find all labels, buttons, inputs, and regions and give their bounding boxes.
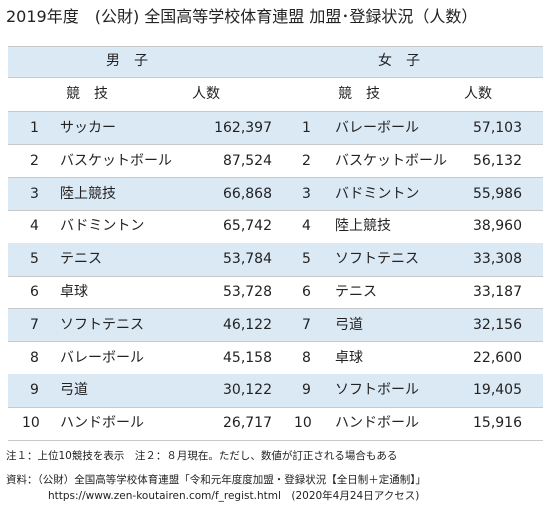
count: 53,728 [223, 284, 272, 300]
rank: 2 [30, 152, 39, 169]
sport: ソフトテニス [335, 251, 419, 268]
row-band [8, 243, 543, 276]
rule [8, 144, 543, 146]
sport: 卓球 [60, 284, 88, 300]
count: 87,524 [223, 152, 272, 169]
count: 15,916 [473, 415, 522, 432]
count: 32,156 [473, 316, 522, 333]
sport: バスケットボール [60, 152, 172, 169]
rank: 7 [30, 316, 39, 333]
count: 33,187 [473, 284, 522, 300]
sport: ハンドボール [335, 415, 419, 432]
count: 45,158 [223, 349, 272, 366]
rank: 7 [302, 316, 311, 333]
rule [8, 111, 543, 112]
rule [8, 439, 543, 441]
sport: ハンドボール [60, 415, 144, 432]
rank: 3 [30, 185, 39, 202]
rank: 1 [302, 120, 311, 136]
sport: 卓球 [335, 349, 363, 366]
row-band [8, 177, 543, 211]
rank: 5 [30, 251, 39, 268]
rank: 3 [302, 185, 311, 202]
rank: 4 [30, 218, 39, 235]
count: 30,122 [223, 382, 272, 399]
sport: 陸上競技 [335, 218, 391, 235]
row-band [8, 374, 543, 408]
column-header: 人数 [192, 86, 220, 102]
sport: サッカー [60, 120, 116, 136]
count: 56,132 [473, 152, 522, 169]
sport: ソフトボール [335, 382, 419, 399]
sport: ソフトテニス [60, 316, 144, 333]
count: 26,717 [223, 415, 272, 432]
rank: 5 [302, 251, 311, 268]
sport: バドミントン [60, 218, 145, 235]
sport: テニス [335, 284, 377, 300]
count: 38,960 [473, 218, 522, 235]
rank: 9 [302, 382, 311, 399]
rule [8, 275, 543, 277]
row-band [8, 112, 543, 145]
count: 22,600 [473, 349, 522, 366]
rank: 1 [30, 120, 39, 136]
count: 55,986 [473, 185, 522, 202]
count: 33,308 [473, 251, 522, 268]
rank: 8 [30, 349, 39, 366]
source: 資料：（公財）全国高等学校体育連盟「令和元年度度加盟・登録状況【全日制＋定通制】… [6, 474, 426, 486]
source-url: https://www.zen-koutairen.com/f_regist.h… [48, 490, 420, 502]
note: 注１：上位10競技を表示 注２：８月現在。ただし、数値が訂正される場合もある [6, 450, 398, 462]
rule [8, 77, 543, 78]
column-header: 競 技 [66, 86, 108, 102]
rule [8, 341, 543, 343]
count: 19,405 [473, 382, 522, 399]
count: 53,784 [223, 251, 272, 268]
row-band [8, 308, 543, 342]
count: 46,122 [223, 316, 272, 333]
rank: 4 [302, 218, 311, 235]
sport: バレーボール [335, 120, 419, 136]
column-header: 競 技 [338, 86, 380, 102]
sport: 陸上競技 [60, 185, 116, 202]
column-header: 人数 [464, 86, 492, 102]
sport: バレーボール [60, 349, 144, 366]
rule [8, 46, 543, 47]
count: 57,103 [473, 120, 522, 136]
group-label: 男 子 [106, 53, 148, 69]
sport: テニス [60, 251, 102, 268]
group-header [8, 47, 543, 77]
rank: 6 [30, 284, 39, 300]
rank: 10 [294, 415, 312, 432]
rule [8, 406, 543, 408]
count: 66,868 [223, 185, 272, 202]
rule [8, 209, 543, 211]
rank: 8 [302, 349, 311, 366]
rank: 6 [302, 284, 311, 300]
group-label: 女 子 [378, 53, 420, 69]
title: 2019年度 (公財) 全国高等学校体育連盟 加盟･登録状況（人数） [6, 7, 478, 26]
count: 162,397 [214, 120, 272, 136]
sport: 弓道 [60, 382, 88, 399]
sport: 弓道 [335, 316, 363, 333]
rank: 10 [22, 415, 40, 432]
rank: 9 [30, 382, 39, 399]
sport: バドミントン [335, 185, 420, 202]
rank: 2 [302, 152, 311, 169]
sport: バスケットボール [335, 152, 447, 169]
count: 65,742 [223, 218, 272, 235]
